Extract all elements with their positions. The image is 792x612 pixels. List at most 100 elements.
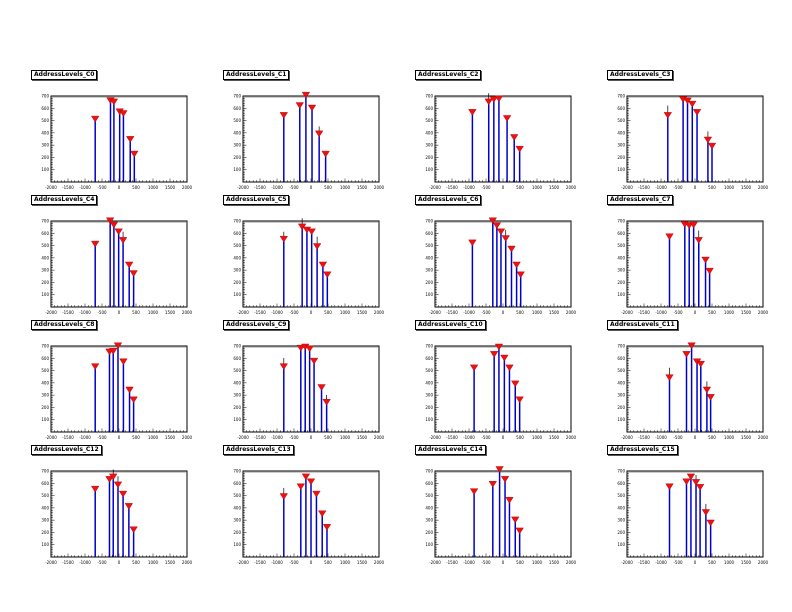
- x-tick-label: -2000: [45, 310, 57, 315]
- histogram-pad-11[interactable]: AddressLevels_C11 -2000 -1500 -1000 -500 0 500…: [601, 320, 771, 446]
- histogram-pad-14[interactable]: AddressLevels_C14 -2000 -1500 -1000 -500 0 500…: [409, 445, 579, 571]
- histogram-pad-6[interactable]: AddressLevels_C6 -2000 -1500 -1000 -500 0 500 1…: [409, 195, 579, 321]
- y-tick-label: 200: [233, 530, 241, 535]
- histogram-pad-10[interactable]: AddressLevels_C10 -2000 -1500 -1000 -500 0 500…: [409, 320, 579, 446]
- peak-marker-triangle-down-icon: [502, 115, 512, 122]
- y-tick-label: 600: [425, 356, 433, 361]
- x-tick-label: 0: [502, 310, 505, 315]
- histogram-title[interactable]: AddressLevels_C6: [415, 195, 482, 205]
- peak-marker-triangle-down-icon: [130, 150, 139, 158]
- y-tick-label: 100: [41, 417, 49, 422]
- y-tick-label: 200: [41, 530, 49, 535]
- y-tick-label: 400: [41, 255, 49, 260]
- peak-marker-triangle-down-icon: [279, 112, 288, 119]
- peak-marker-triangle-down-icon: [301, 473, 311, 481]
- histogram-title[interactable]: AddressLevels_C9: [223, 320, 290, 330]
- histogram-title[interactable]: AddressLevels_C13: [223, 445, 294, 455]
- histogram-title[interactable]: AddressLevels_C0: [31, 70, 98, 80]
- x-tick-label: -500: [97, 560, 107, 565]
- histogram-title[interactable]: AddressLevels_C10: [415, 320, 486, 330]
- y-tick-label: 700: [233, 219, 241, 224]
- x-tick-label: 0: [502, 185, 505, 190]
- x-tick-label: -2000: [429, 560, 441, 565]
- y-tick-label: 700: [41, 469, 49, 474]
- y-tick-label: 100: [233, 292, 241, 297]
- peak-marker-triangle-down-icon: [501, 235, 510, 242]
- x-tick-label: -2000: [237, 560, 249, 565]
- x-tick-label: 500: [324, 560, 332, 565]
- x-tick-label: 2000: [182, 185, 193, 190]
- peak-marker-triangle-down-icon: [705, 267, 714, 275]
- histogram-pad-4[interactable]: AddressLevels_C4 -2000 -1500 -1000 -500 0 500 1…: [25, 195, 195, 321]
- x-tick-label: -1000: [271, 560, 283, 565]
- peak-marker-triangle-down-icon: [696, 360, 705, 368]
- histogram-pad-12[interactable]: AddressLevels_C12 -2000 -1500 -1000 -500 0 500…: [25, 445, 195, 571]
- x-tick-label: -2000: [429, 310, 441, 315]
- x-tick-label: 0: [118, 185, 121, 190]
- plot-frame: -2000 -1500 -1000 -500 0 500 1000 1500 2000 100 20…: [617, 469, 768, 566]
- x-tick-label: 1000: [532, 310, 543, 315]
- x-tick-label: -2000: [621, 310, 633, 315]
- y-tick-label: 200: [233, 280, 241, 285]
- x-tick-label: 500: [708, 185, 716, 190]
- histogram-pad-0[interactable]: AddressLevels_C0 -2000 -1500 -1000 -500 0 500 1…: [25, 70, 195, 196]
- y-tick-label: 600: [41, 356, 49, 361]
- peak-marker-triangle-down-icon: [510, 134, 519, 141]
- histogram-title[interactable]: AddressLevels_C1: [223, 70, 290, 80]
- y-tick-label: 700: [617, 219, 625, 224]
- histogram-title[interactable]: AddressLevels_C14: [415, 445, 486, 455]
- y-tick-label: 200: [41, 280, 49, 285]
- x-tick-label: -2000: [45, 435, 57, 440]
- peak-marker-triangle-down-icon: [119, 358, 128, 366]
- histogram-pad-15[interactable]: AddressLevels_C15 -2000 -1500 -1000 -500 0 500…: [601, 445, 771, 571]
- histogram-pad-5[interactable]: AddressLevels_C5 -2000 -1500 -1000 -500 0 500 1…: [217, 195, 387, 321]
- peak-marker-triangle-down-icon: [469, 488, 479, 495]
- histogram-title[interactable]: AddressLevels_C15: [607, 445, 678, 455]
- x-tick-label: 500: [324, 435, 332, 440]
- histogram-title[interactable]: AddressLevels_C4: [31, 195, 98, 205]
- histogram-title[interactable]: AddressLevels_C7: [607, 195, 674, 205]
- y-tick-label: 100: [425, 167, 433, 172]
- y-tick-label: 300: [425, 268, 433, 273]
- x-tick-label: 1000: [724, 560, 735, 565]
- plot-frame: -2000 -1500 -1000 -500 0 500 1000 1500 2000 100 20…: [41, 469, 192, 566]
- histogram-title[interactable]: AddressLevels_C11: [607, 320, 678, 330]
- y-tick-label: 100: [425, 417, 433, 422]
- peak-marker-triangle-down-icon: [507, 245, 516, 253]
- peak-marker-triangle-down-icon: [322, 524, 332, 531]
- x-tick-label: -1000: [79, 560, 91, 565]
- histogram-pad-7[interactable]: AddressLevels_C7 -2000 -1500 -1000 -500 0 500 1…: [601, 195, 771, 321]
- histogram-title[interactable]: AddressLevels_C8: [31, 320, 98, 330]
- y-tick-label: 300: [617, 268, 625, 273]
- histogram-pad-3[interactable]: AddressLevels_C3 -2000 -1500 -1000 -500 0 500 1…: [601, 70, 771, 196]
- y-tick-label: 100: [233, 417, 241, 422]
- y-tick-label: 400: [233, 380, 241, 385]
- y-tick-label: 200: [425, 405, 433, 410]
- peak-marker-triangle-down-icon: [91, 363, 100, 370]
- y-tick-label: 600: [233, 106, 241, 111]
- histogram-title[interactable]: AddressLevels_C2: [415, 70, 482, 80]
- peak-marker-triangle-down-icon: [492, 222, 502, 230]
- histogram-pad-9[interactable]: AddressLevels_C9 -2000 -1500 -1000 -500 0 500 1…: [217, 320, 387, 446]
- histogram-title[interactable]: AddressLevels_C12: [31, 445, 102, 455]
- y-tick-label: 200: [233, 405, 241, 410]
- x-tick-label: 0: [118, 310, 121, 315]
- histogram-pad-8[interactable]: AddressLevels_C8 -2000 -1500 -1000 -500 0 500 1…: [25, 320, 195, 446]
- x-tick-label: -1000: [79, 310, 91, 315]
- x-tick-label: 1500: [357, 185, 368, 190]
- x-tick-label: -1500: [62, 185, 74, 190]
- peak-marker-triangle-down-icon: [688, 100, 697, 108]
- peak-marker-triangle-down-icon: [706, 394, 715, 401]
- plot-frame: -2000 -1500 -1000 -500 0 500 1000 1500 2000 100 20…: [233, 344, 384, 441]
- histogram-pad-1[interactable]: AddressLevels_C1 -2000 -1500 -1000 -500 0 500 1…: [217, 70, 387, 196]
- peak-marker-triangle-down-icon: [694, 237, 703, 244]
- x-tick-label: 0: [310, 560, 313, 565]
- histogram-title[interactable]: AddressLevels_C3: [607, 70, 674, 80]
- histogram-title[interactable]: AddressLevels_C5: [223, 195, 290, 205]
- x-tick-label: 2000: [182, 310, 193, 315]
- y-tick-label: 700: [233, 344, 241, 349]
- histogram-pad-13[interactable]: AddressLevels_C13 -2000 -1500 -1000 -500 0 500…: [217, 445, 387, 571]
- histogram-pad-2[interactable]: AddressLevels_C2 -2000 -1500 -1000 -500 0 500 1…: [409, 70, 579, 196]
- x-tick-label: -1000: [271, 435, 283, 440]
- x-tick-label: -1000: [463, 435, 475, 440]
